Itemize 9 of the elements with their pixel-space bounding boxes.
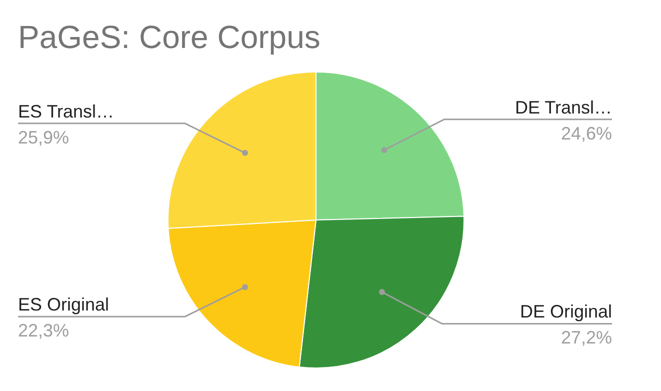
slice-label: ES Original <box>18 294 110 315</box>
data-label: 25,9% <box>18 127 70 148</box>
chart-title: PaGeS: Core Corpus <box>18 19 320 55</box>
data-label: 22,3% <box>18 320 70 341</box>
slice-label: ES Transl… <box>18 101 114 122</box>
data-label: 24,6% <box>560 123 612 144</box>
data-label: 27,2% <box>560 328 612 348</box>
slice-label: DE Transl… <box>514 97 612 118</box>
slice-label: DE Original <box>520 302 612 322</box>
